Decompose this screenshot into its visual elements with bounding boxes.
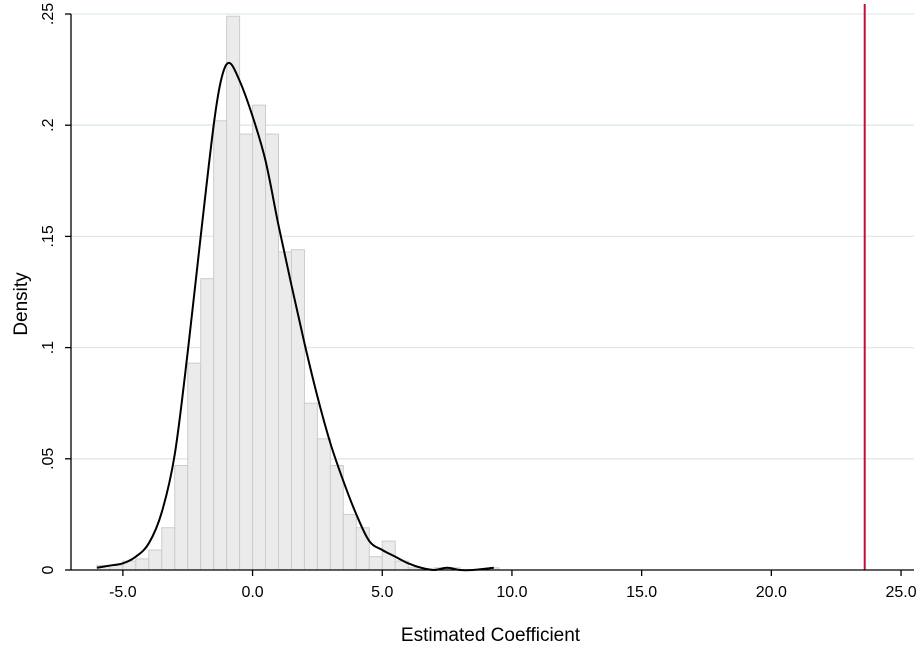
histogram-bar	[303, 402, 318, 571]
x-axis-ticks: -5.0 0.0 5.0 10.0 15.0 20.0 25.0	[109, 570, 917, 601]
histogram-bar	[368, 556, 383, 571]
x-axis-title: Estimated Coefficient	[401, 625, 581, 646]
histogram-bar	[252, 104, 267, 571]
y-tick-label: .25	[40, 3, 57, 25]
x-tick-label: -5.0	[109, 584, 137, 601]
y-axis-ticks: 0 .05 .1 .15 .2 .25	[40, 3, 71, 574]
histogram-bars	[96, 15, 500, 571]
x-tick-label: 5.0	[371, 584, 393, 601]
x-tick-label: 25.0	[885, 584, 916, 601]
density-curve-layer	[96, 61, 494, 572]
histogram-bar	[342, 513, 357, 571]
y-tick-label: .1	[40, 341, 57, 354]
histogram-bar	[174, 464, 189, 571]
y-tick-label: .2	[40, 118, 57, 131]
histogram-bar	[278, 251, 292, 571]
histogram-bar	[200, 278, 215, 571]
histogram-bar	[161, 527, 176, 571]
axes	[70, 14, 914, 571]
x-tick-label: 10.0	[496, 584, 527, 601]
histogram-bar	[316, 438, 331, 571]
y-tick-label: 0	[40, 565, 57, 574]
y-axis-title: Density	[11, 272, 32, 336]
x-tick-label: 20.0	[756, 584, 787, 601]
histogram-bar	[226, 15, 241, 571]
histogram-bar	[148, 549, 163, 571]
density-curve	[96, 61, 494, 572]
histogram-bar	[187, 362, 202, 571]
histogram-bar	[265, 133, 280, 571]
histogram-bar	[239, 133, 254, 571]
histogram-bar	[213, 120, 228, 571]
x-tick-label: 15.0	[626, 584, 657, 601]
x-tick-label: 0.0	[241, 584, 263, 601]
histogram-bar	[329, 464, 344, 571]
histogram-bar	[135, 558, 150, 571]
y-tick-label: .15	[40, 225, 57, 247]
histogram-bar	[355, 527, 370, 571]
y-tick-label: .05	[40, 448, 57, 470]
